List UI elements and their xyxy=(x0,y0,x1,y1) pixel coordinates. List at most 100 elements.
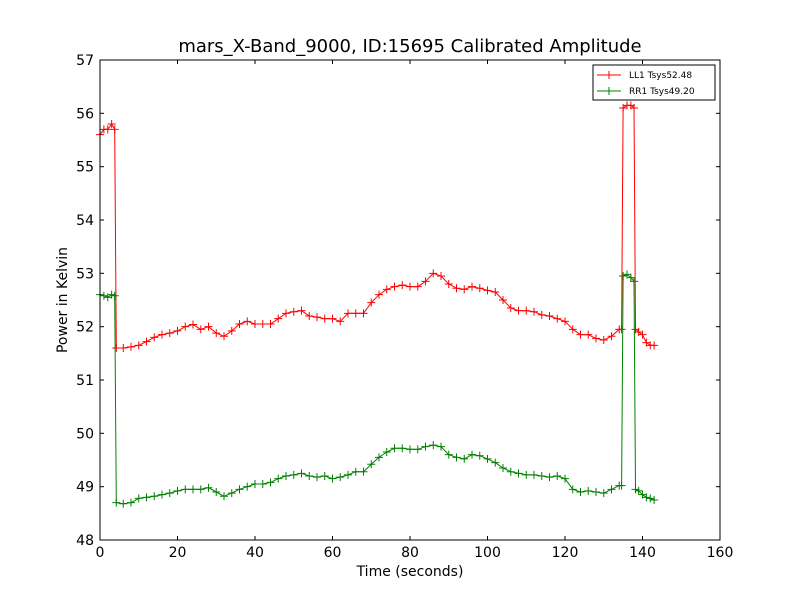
data-point-1-67 xyxy=(592,488,600,496)
data-point-0-8 xyxy=(134,341,143,350)
data-point-1-73 xyxy=(623,270,631,279)
data-point-0-52 xyxy=(475,284,484,293)
data-point-0-71 xyxy=(617,325,626,334)
data-point-1-19 xyxy=(220,492,228,501)
data-point-1-79 xyxy=(642,493,651,502)
x-tick-label-0: 0 xyxy=(96,545,105,561)
data-point-0-15 xyxy=(189,320,197,329)
data-point-1-47 xyxy=(437,442,445,451)
data-point-0-23 xyxy=(251,320,259,328)
data-point-1-52 xyxy=(475,451,484,460)
data-point-0-31 xyxy=(313,313,321,322)
data-point-1-48 xyxy=(444,450,453,459)
x-tick-label-3: 60 xyxy=(324,545,342,561)
data-point-1-42 xyxy=(398,444,407,453)
data-point-0-57 xyxy=(514,306,523,315)
data-point-1-65 xyxy=(576,488,585,496)
data-point-1-54 xyxy=(491,458,500,467)
data-point-0-50 xyxy=(460,285,469,294)
data-point-1-37 xyxy=(359,467,368,476)
data-point-0-37 xyxy=(359,309,368,318)
data-point-1-32 xyxy=(320,472,329,480)
data-point-1-80 xyxy=(646,494,655,503)
chart-title: mars_X-Band_9000, ID:15695 Calibrated Am… xyxy=(178,36,641,57)
data-point-0-32 xyxy=(320,314,329,323)
data-point-1-11 xyxy=(158,490,166,499)
axes-layer: 0 20 40 60 80 100 120 140 160 48 49 50 51 52 53 54 55 56 5… xyxy=(76,53,733,561)
y-tick-label-6: 54 xyxy=(76,213,94,229)
data-point-0-43 xyxy=(406,282,414,291)
data-point-1-9 xyxy=(142,493,151,502)
data-point-0-2 xyxy=(103,125,112,134)
data-point-1-72 xyxy=(619,272,628,280)
x-tick-label-7: 140 xyxy=(629,545,656,561)
legend-marker-1 xyxy=(605,87,613,95)
data-point-1-64 xyxy=(568,485,577,494)
y-tick-label-4: 52 xyxy=(76,320,94,336)
data-point-0-38 xyxy=(367,298,376,307)
data-point-1-20 xyxy=(227,489,236,498)
data-point-0-41 xyxy=(390,282,399,291)
data-point-0-4 xyxy=(110,125,119,134)
data-point-1-15 xyxy=(189,485,197,494)
data-point-1-16 xyxy=(196,485,205,494)
y-tick-label-7: 55 xyxy=(76,160,94,176)
data-point-0-25 xyxy=(266,320,275,328)
data-point-0-69 xyxy=(607,332,616,341)
data-point-0-48 xyxy=(444,280,453,288)
data-point-1-26 xyxy=(274,474,283,483)
data-point-1-59 xyxy=(530,470,538,479)
x-tick-label-2: 40 xyxy=(246,545,264,561)
legend-box xyxy=(592,64,716,101)
series-line-1 xyxy=(99,273,655,505)
data-point-1-62 xyxy=(553,472,562,480)
data-point-0-53 xyxy=(483,286,492,295)
data-point-0-66 xyxy=(584,330,593,339)
y-tick-label-3: 51 xyxy=(76,373,94,389)
data-point-0-21 xyxy=(235,320,244,328)
data-point-1-61 xyxy=(545,473,554,482)
data-point-0-6 xyxy=(119,344,128,352)
data-point-1-14 xyxy=(181,485,190,494)
data-point-1-34 xyxy=(336,473,345,482)
data-point-1-46 xyxy=(429,441,438,450)
data-point-0-45 xyxy=(421,277,430,286)
y-tick-label-5: 53 xyxy=(76,266,94,282)
data-point-0-7 xyxy=(127,342,135,351)
data-point-1-44 xyxy=(413,445,422,454)
data-point-0-46 xyxy=(429,269,438,278)
data-point-1-35 xyxy=(344,470,352,479)
data-point-0-81 xyxy=(650,341,659,350)
data-point-0-65 xyxy=(576,330,585,339)
legend: LL1 Tsys52.48 RR1 Tsys49.20 xyxy=(592,64,716,101)
data-point-1-58 xyxy=(522,470,531,479)
data-point-1-25 xyxy=(266,478,275,487)
data-point-1-66 xyxy=(584,486,593,495)
data-point-0-78 xyxy=(638,330,647,339)
data-point-1-1 xyxy=(99,291,108,300)
data-point-1-33 xyxy=(328,474,337,483)
data-point-1-68 xyxy=(599,489,608,498)
data-point-1-75 xyxy=(629,277,638,286)
data-point-0-61 xyxy=(545,312,554,320)
data-point-1-4 xyxy=(110,291,119,300)
series-1 xyxy=(96,270,659,508)
data-point-0-39 xyxy=(375,290,383,299)
data-point-0-27 xyxy=(282,309,290,318)
data-point-0-51 xyxy=(468,282,476,291)
y-axis-label: Power in Kelvin xyxy=(55,247,71,353)
legend-marker-0 xyxy=(605,71,613,79)
data-point-1-55 xyxy=(499,464,507,472)
data-point-0-34 xyxy=(336,317,345,326)
data-point-1-23 xyxy=(251,480,259,488)
x-tick-label-6: 120 xyxy=(552,545,579,561)
data-point-0-22 xyxy=(243,317,252,326)
data-point-0-68 xyxy=(599,336,608,344)
data-point-1-63 xyxy=(561,474,569,483)
x-tick-label-5: 100 xyxy=(474,545,501,561)
data-point-0-49 xyxy=(452,284,461,293)
data-point-1-77 xyxy=(634,486,643,495)
data-point-1-31 xyxy=(313,473,321,482)
data-point-1-57 xyxy=(514,469,523,478)
